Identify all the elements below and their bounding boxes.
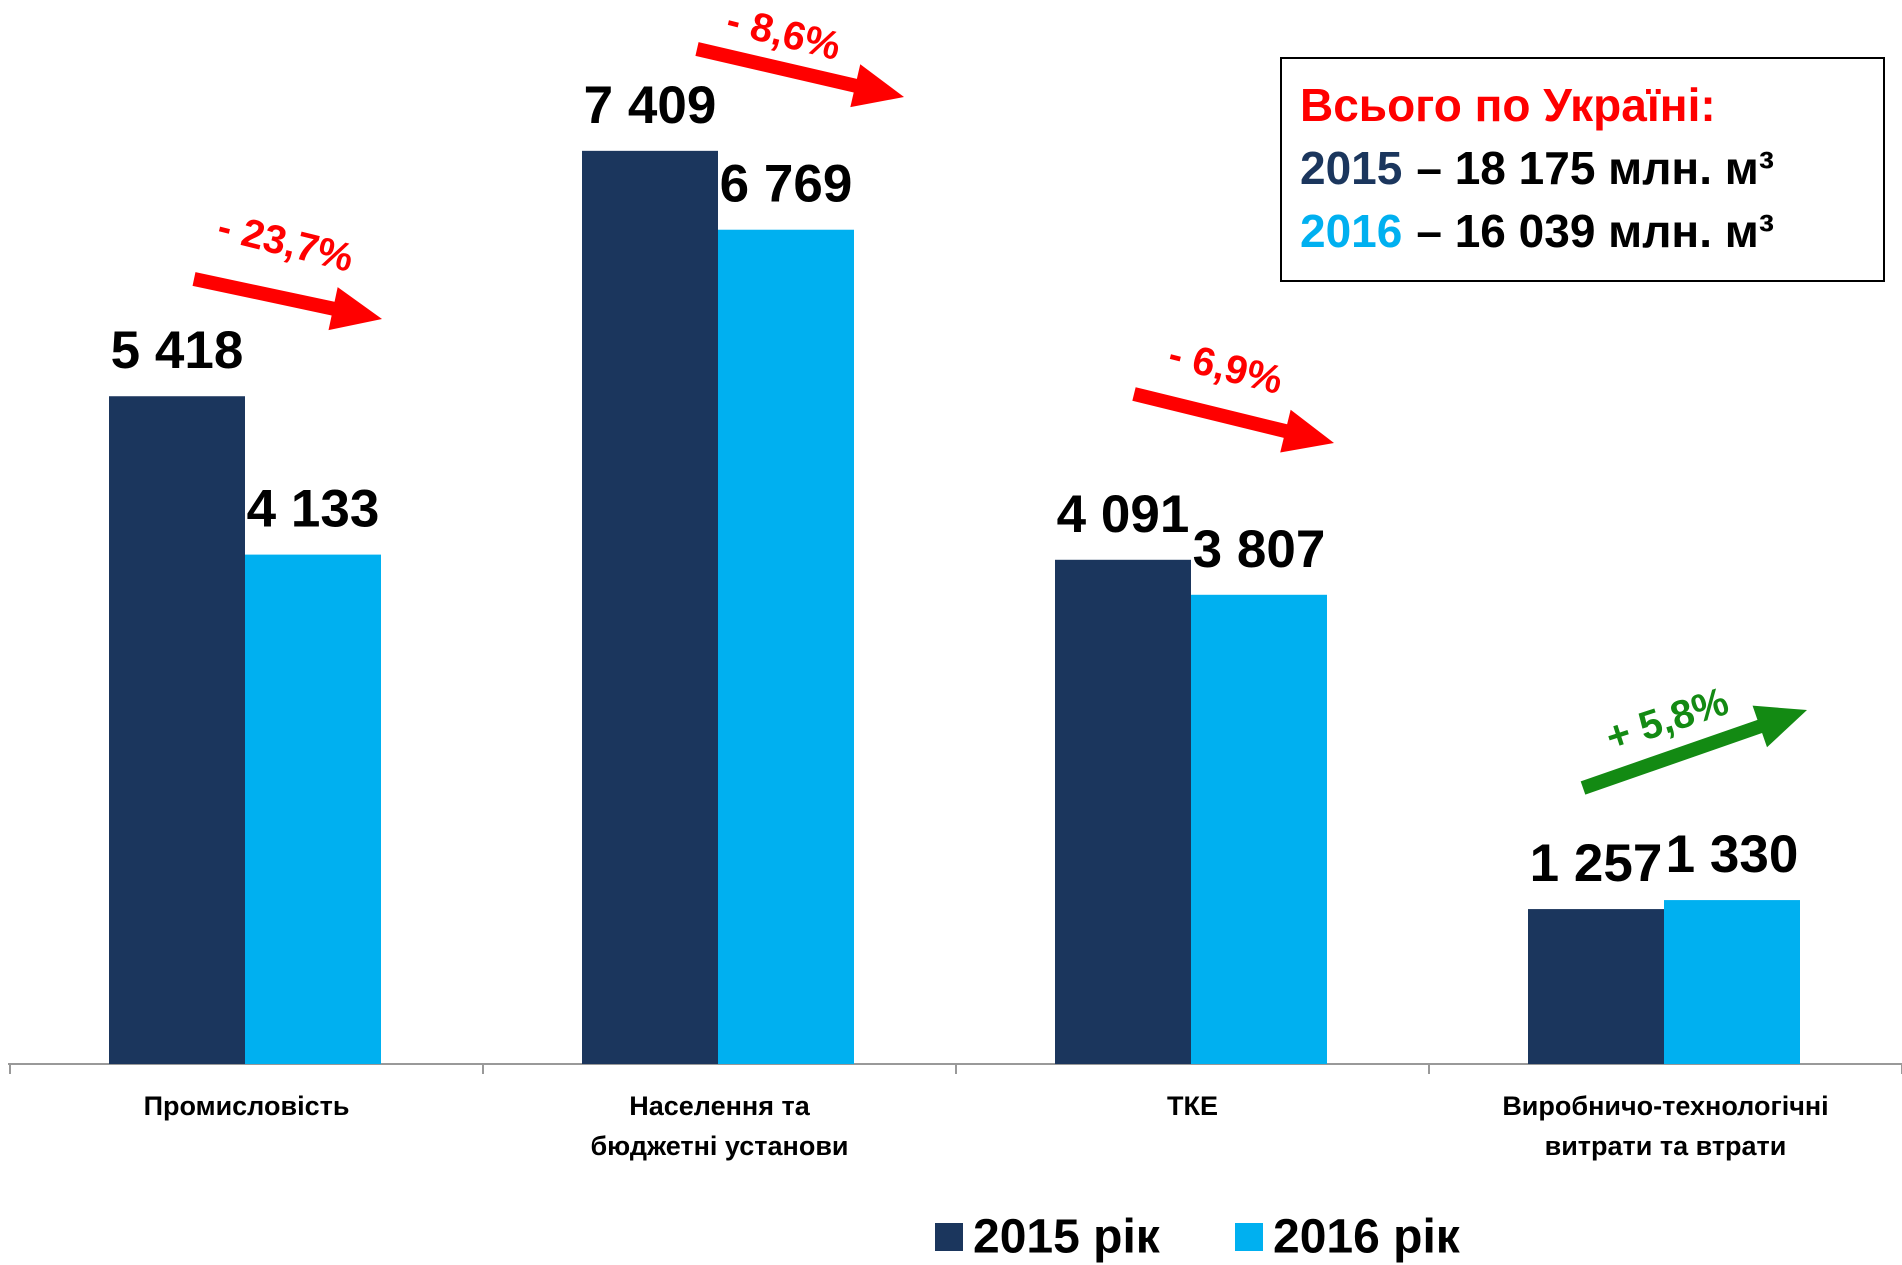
legend-label: 2015 рік	[973, 1211, 1161, 1264]
bar	[582, 150, 718, 1064]
bar	[1664, 900, 1800, 1064]
summary-year: 2016	[1300, 205, 1402, 257]
bar	[109, 396, 245, 1064]
summary-box	[1280, 57, 1885, 282]
value-label: 1 257	[1530, 834, 1663, 893]
bar	[718, 229, 854, 1064]
x-tick-label: Виробничо-технологічні витрати та втрати	[1502, 1091, 1829, 1161]
annotation-arrow	[192, 272, 382, 331]
value-label: 4 091	[1057, 485, 1190, 544]
annotation-arrow	[1132, 387, 1334, 453]
annotation: - 23,7%	[213, 205, 357, 281]
value-label: 5 418	[111, 321, 244, 380]
value-label: 6 769	[720, 155, 853, 214]
bar	[245, 554, 381, 1064]
value-label: 7 409	[584, 76, 717, 135]
annotation-arrow	[695, 42, 904, 108]
bar	[1528, 909, 1664, 1064]
summary-text: – 18 175 млн. м³	[1416, 142, 1774, 194]
x-tick-label: Промисловість	[143, 1091, 350, 1121]
legend-swatch	[935, 1223, 963, 1251]
legend-swatch	[1235, 1223, 1263, 1251]
summary-line: 2015 – 18 175 млн. м³	[1300, 142, 1774, 194]
summary-title: Всього по Україні:	[1300, 79, 1716, 131]
x-tick-label: ТКЕ	[1167, 1091, 1218, 1121]
summary-line: 2016 – 16 039 млн. м³	[1300, 205, 1774, 257]
value-label: 1 330	[1666, 825, 1799, 884]
summary-year: 2015	[1300, 142, 1402, 194]
bar	[1055, 559, 1191, 1064]
value-label: 3 807	[1193, 520, 1326, 579]
annotation-arrow	[1580, 705, 1807, 795]
summary-text: – 16 039 млн. м³	[1416, 205, 1774, 257]
annotation: - 6,9%	[1164, 332, 1287, 403]
x-tick-label: Населення та бюджетні установи	[590, 1091, 849, 1161]
legend-label: 2016 рік	[1273, 1211, 1461, 1264]
value-label: 4 133	[247, 480, 380, 539]
bar	[1191, 594, 1327, 1064]
